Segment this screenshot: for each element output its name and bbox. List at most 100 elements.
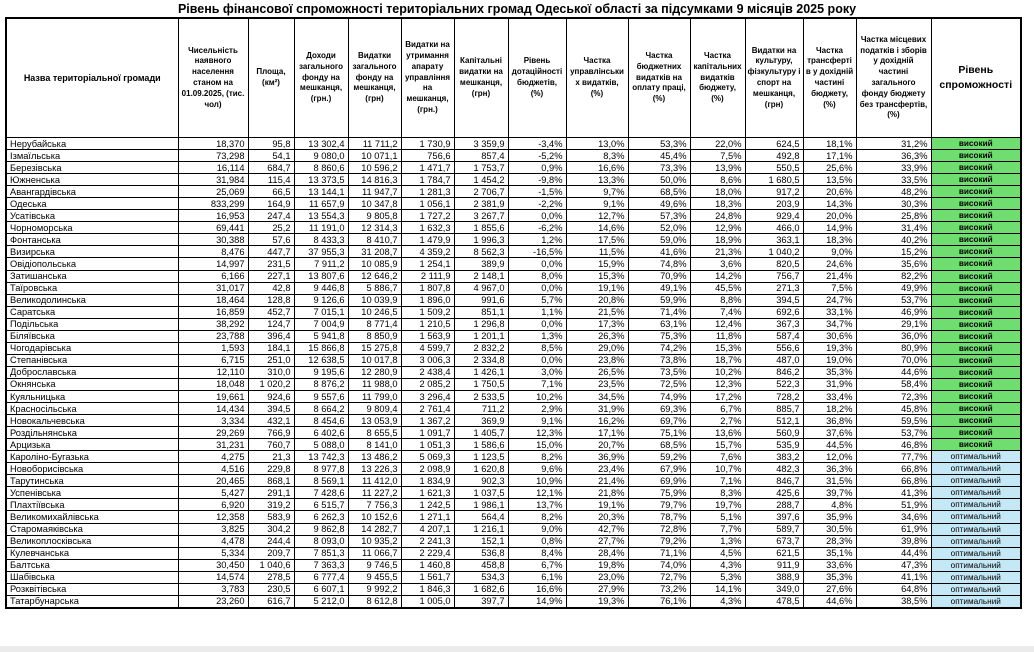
cell-value: 11 191,0 xyxy=(293,221,349,235)
cell-value: 20,0% xyxy=(802,209,857,223)
cell-value: 5,334 xyxy=(177,546,249,560)
cell-value: 6,715 xyxy=(177,353,249,367)
cell-value: 550,5 xyxy=(744,161,804,175)
cell-value: 35,1% xyxy=(802,546,857,560)
cell-value: 3,783 xyxy=(177,582,249,596)
cell-value: 27,7% xyxy=(565,534,629,548)
capacity-level-badge: оптимальний xyxy=(930,450,1022,464)
cell-value: 59,9% xyxy=(627,293,691,307)
cell-value: 11 711,2 xyxy=(347,136,402,151)
cell-value: 388,9 xyxy=(744,570,804,584)
cell-value: 44,5% xyxy=(802,438,857,452)
cell-value: 23,788 xyxy=(177,329,249,343)
cell-value: 11,5% xyxy=(565,245,629,259)
cell-value: 396,4 xyxy=(247,329,295,343)
capacity-level-badge: оптимальний xyxy=(930,534,1022,548)
cell-value: 229,8 xyxy=(247,462,295,476)
cell-value: 6,7% xyxy=(689,402,746,416)
cell-value: 44,6% xyxy=(855,365,932,379)
cell-value: 1 727,2 xyxy=(400,209,455,223)
cell-value: 0,9% xyxy=(507,161,567,175)
cell-value: 68,5% xyxy=(627,185,691,199)
community-name: Балтська xyxy=(5,558,179,572)
cell-value: 36,8% xyxy=(802,414,857,428)
cell-value: 33,6% xyxy=(802,558,857,572)
capacity-level-badge: оптимальний xyxy=(930,582,1022,596)
cell-value: 924,6 xyxy=(247,389,295,404)
cell-value: 25,8% xyxy=(855,209,932,223)
cell-value: 4 207,1 xyxy=(400,522,455,536)
cell-value: 1,593 xyxy=(177,341,249,355)
cell-value: 692,6 xyxy=(744,305,804,319)
capacity-level-badge: високий xyxy=(930,293,1022,307)
community-name: Степанівська xyxy=(5,353,179,367)
cell-value: 4,3% xyxy=(689,558,746,572)
cell-value: 79,7% xyxy=(627,498,691,512)
cell-value: 6 515,7 xyxy=(293,498,349,512)
cell-value: 15 866,8 xyxy=(293,341,349,355)
capacity-level-badge: оптимальний xyxy=(930,546,1022,560)
cell-value: 12,3% xyxy=(689,377,746,391)
cell-value: 1 986,1 xyxy=(453,498,509,512)
cell-value: 11 799,0 xyxy=(347,389,402,404)
cell-value: 10 071,1 xyxy=(347,149,402,163)
column-header-2: Площа, (км²) xyxy=(247,17,295,138)
cell-value: 0,8% xyxy=(507,534,567,548)
cell-value: 61,9% xyxy=(855,522,932,536)
community-name: Шабівська xyxy=(5,570,179,584)
cell-value: 21,3 xyxy=(247,450,295,464)
community-name: Затишанська xyxy=(5,269,179,283)
table-row: Великоплосківська 4,478 244,4 8 093,0 10 935… xyxy=(5,534,1022,548)
table-row: Успенівська 5,427 291,1 7 428,6 11 227,2 1 62… xyxy=(5,486,1022,500)
cell-value: 1 005,0 xyxy=(400,594,455,609)
cell-value: 5,427 xyxy=(177,486,249,500)
cell-value: 12 646,2 xyxy=(347,269,402,283)
capacity-level-badge: високий xyxy=(930,402,1022,416)
cell-value: 209,7 xyxy=(247,546,295,560)
cell-value: 7 756,3 xyxy=(347,498,402,512)
table-row: Тарутинська 20,465 868,1 8 569,1 11 412,0 1 8… xyxy=(5,474,1022,488)
cell-value: 487,0 xyxy=(744,353,804,367)
cell-value: 349,0 xyxy=(744,582,804,596)
cell-value: 34,7% xyxy=(802,317,857,331)
cell-value: 7,1% xyxy=(507,377,567,391)
cell-value: 59,2% xyxy=(627,450,691,464)
community-name: Одеська xyxy=(5,197,179,211)
table-row: Кулевчанська 5,334 209,7 7 851,3 11 066,7 2 2… xyxy=(5,546,1022,560)
cell-value: 45,4% xyxy=(627,149,691,163)
cell-value: 1 632,3 xyxy=(400,221,455,235)
cell-value: 14,1% xyxy=(689,582,746,596)
cell-value: 21,4% xyxy=(802,269,857,283)
cell-value: 8,476 xyxy=(177,245,249,259)
capacity-level-badge: високий xyxy=(930,269,1022,283)
cell-value: 534,3 xyxy=(453,570,509,584)
cell-value: 11 066,7 xyxy=(347,546,402,560)
cell-value: 8 562,3 xyxy=(453,245,509,259)
capacity-level-badge: високий xyxy=(930,438,1022,452)
cell-value: 7,6% xyxy=(689,450,746,464)
cell-value: 20,7% xyxy=(565,438,629,452)
cell-value: 14 282,7 xyxy=(347,522,402,536)
cell-value: 1 037,5 xyxy=(453,486,509,500)
cell-value: 72,7% xyxy=(627,570,691,584)
cell-value: 2 148,1 xyxy=(453,269,509,283)
capacity-level-badge: високий xyxy=(930,161,1022,175)
cell-value: 42,8 xyxy=(247,281,295,295)
cell-value: 30,6% xyxy=(802,329,857,343)
cell-value: 16,2% xyxy=(565,414,629,428)
cell-value: 397,7 xyxy=(453,594,509,609)
cell-value: 59,5% xyxy=(855,414,932,428)
cell-value: 46,9% xyxy=(855,305,932,319)
cell-value: 75,3% xyxy=(627,329,691,343)
cell-value: 3,334 xyxy=(177,414,249,428)
table-row: Чорноморська 69,441 25,2 11 191,0 12 314,3 1 … xyxy=(5,221,1022,235)
cell-value: 7 911,2 xyxy=(293,257,349,271)
table-row: Кароліно-Бугазька 4,275 21,3 13 742,3 13 486… xyxy=(5,450,1022,464)
cell-value: 1 091,7 xyxy=(400,426,455,440)
cell-value: 19,0% xyxy=(802,353,857,367)
cell-value: 14,997 xyxy=(177,257,249,271)
cell-value: 5 088,0 xyxy=(293,438,349,452)
cell-value: 17,5% xyxy=(565,233,629,247)
cell-value: 12 638,5 xyxy=(293,353,349,367)
column-header-9: Частка бюджетних видатків на оплату прац… xyxy=(627,17,691,138)
